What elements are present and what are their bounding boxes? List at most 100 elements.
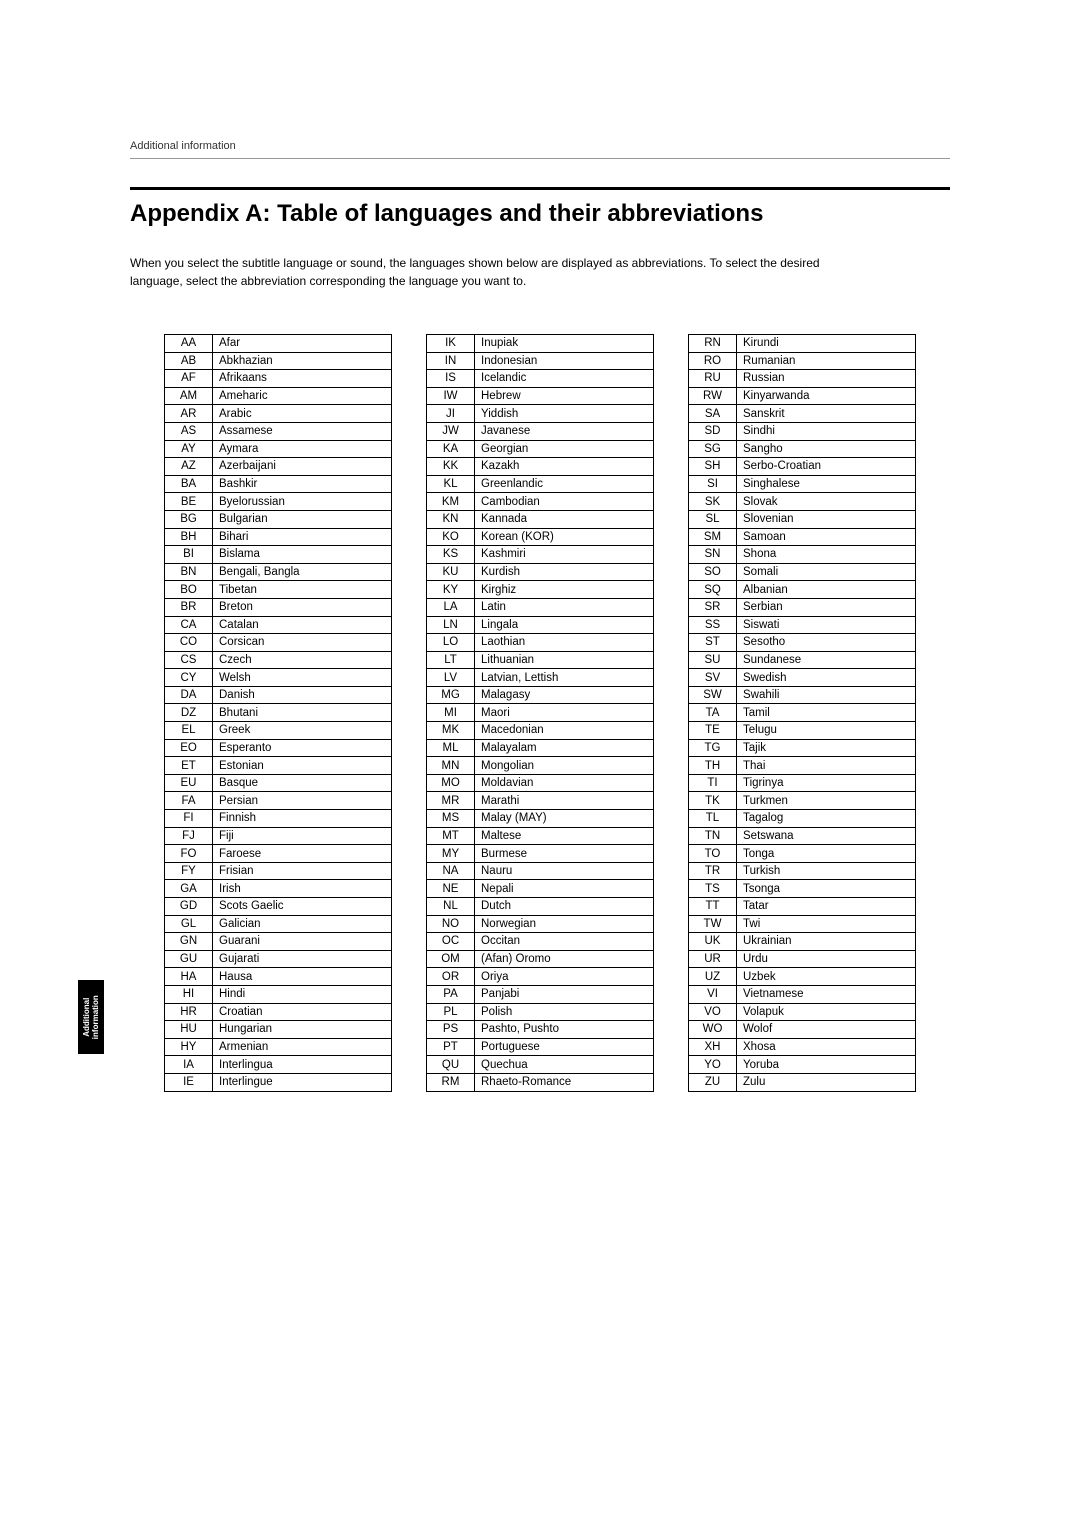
table-row: ABAbkhazian <box>165 352 392 370</box>
lang-abbr: MN <box>427 757 475 775</box>
lang-name: Yoruba <box>737 1056 916 1074</box>
lang-abbr: IK <box>427 335 475 353</box>
lang-name: Occitan <box>475 933 654 951</box>
lang-name: Tonga <box>737 845 916 863</box>
side-tab-line1: Additional <box>82 997 91 1036</box>
table-row: URUrdu <box>689 950 916 968</box>
lang-abbr: ET <box>165 757 213 775</box>
lang-abbr: MG <box>427 686 475 704</box>
table-row: YOYoruba <box>689 1056 916 1074</box>
lang-abbr: TH <box>689 757 737 775</box>
table-row: SVSwedish <box>689 669 916 687</box>
table-row: KAGeorgian <box>427 440 654 458</box>
table-row: ASAssamese <box>165 422 392 440</box>
table-row: KLGreenlandic <box>427 475 654 493</box>
side-tab-line2: information <box>91 995 100 1039</box>
lang-name: Wolof <box>737 1021 916 1039</box>
lang-abbr: LA <box>427 598 475 616</box>
table-row: UZUzbek <box>689 968 916 986</box>
table-row: KYKirghiz <box>427 581 654 599</box>
lang-name: Hindi <box>213 985 392 1003</box>
lang-name: Scots Gaelic <box>213 898 392 916</box>
lang-abbr: SH <box>689 458 737 476</box>
table-row: TNSetswana <box>689 827 916 845</box>
lang-name: Kurdish <box>475 563 654 581</box>
lang-name: Mongolian <box>475 757 654 775</box>
lang-name: Samoan <box>737 528 916 546</box>
table-row: SHSerbo-Croatian <box>689 458 916 476</box>
lang-name: Hungarian <box>213 1021 392 1039</box>
lang-abbr: LT <box>427 651 475 669</box>
lang-abbr: AR <box>165 405 213 423</box>
lang-abbr: LN <box>427 616 475 634</box>
lang-name: Sangho <box>737 440 916 458</box>
table-row: ETEstonian <box>165 757 392 775</box>
lang-abbr: AZ <box>165 458 213 476</box>
lang-abbr: TK <box>689 792 737 810</box>
lang-name: Estonian <box>213 757 392 775</box>
lang-abbr: BI <box>165 546 213 564</box>
table-row: TITigrinya <box>689 774 916 792</box>
lang-abbr: MI <box>427 704 475 722</box>
table-row: BRBreton <box>165 598 392 616</box>
lang-abbr: AF <box>165 370 213 388</box>
lang-name: Georgian <box>475 440 654 458</box>
table-row: SWSwahili <box>689 686 916 704</box>
table-row: AMAmeharic <box>165 387 392 405</box>
table-row: LALatin <box>427 598 654 616</box>
table-row: BGBulgarian <box>165 510 392 528</box>
lang-abbr: HU <box>165 1021 213 1039</box>
lang-name: Tibetan <box>213 581 392 599</box>
lang-name: Laothian <box>475 634 654 652</box>
lang-abbr: HA <box>165 968 213 986</box>
lang-abbr: GU <box>165 950 213 968</box>
lang-name: Fiji <box>213 827 392 845</box>
lang-abbr: SO <box>689 563 737 581</box>
lang-abbr: SN <box>689 546 737 564</box>
table-row: BNBengali, Bangla <box>165 563 392 581</box>
lang-abbr: EU <box>165 774 213 792</box>
lang-name: Faroese <box>213 845 392 863</box>
lang-name: Malay (MAY) <box>475 810 654 828</box>
table-row: MTMaltese <box>427 827 654 845</box>
table-row: EOEsperanto <box>165 739 392 757</box>
lang-name: Urdu <box>737 950 916 968</box>
table-row: IAInterlingua <box>165 1056 392 1074</box>
table-row: TLTagalog <box>689 810 916 828</box>
table-row: ZUZulu <box>689 1073 916 1091</box>
lang-abbr: OC <box>427 933 475 951</box>
lang-abbr: SD <box>689 422 737 440</box>
lang-abbr: SU <box>689 651 737 669</box>
lang-abbr: KY <box>427 581 475 599</box>
lang-name: Inupiak <box>475 335 654 353</box>
lang-name: Tsonga <box>737 880 916 898</box>
lang-abbr: RO <box>689 352 737 370</box>
lang-name: Albanian <box>737 581 916 599</box>
table-row: THThai <box>689 757 916 775</box>
table-row: FOFaroese <box>165 845 392 863</box>
table-row: VOVolapuk <box>689 1003 916 1021</box>
lang-abbr: RN <box>689 335 737 353</box>
lang-name: Tajik <box>737 739 916 757</box>
table-row: MRMarathi <box>427 792 654 810</box>
table-row: GUGujarati <box>165 950 392 968</box>
lang-name: Tagalog <box>737 810 916 828</box>
lang-abbr: ST <box>689 634 737 652</box>
lang-name: Swahili <box>737 686 916 704</box>
lang-name: Galician <box>213 915 392 933</box>
lang-abbr: PS <box>427 1021 475 1039</box>
table-row: TGTajik <box>689 739 916 757</box>
page-title: Appendix A: Table of languages and their… <box>130 200 950 228</box>
lang-abbr: BR <box>165 598 213 616</box>
lang-name: Moldavian <box>475 774 654 792</box>
lang-name: Catalan <box>213 616 392 634</box>
table-row: GAIrish <box>165 880 392 898</box>
lang-name: Bislama <box>213 546 392 564</box>
table-row: SLSlovenian <box>689 510 916 528</box>
table-row: SUSundanese <box>689 651 916 669</box>
table-row: TOTonga <box>689 845 916 863</box>
lang-abbr: ML <box>427 739 475 757</box>
table-row: JWJavanese <box>427 422 654 440</box>
table-row: LNLingala <box>427 616 654 634</box>
lang-abbr: UR <box>689 950 737 968</box>
